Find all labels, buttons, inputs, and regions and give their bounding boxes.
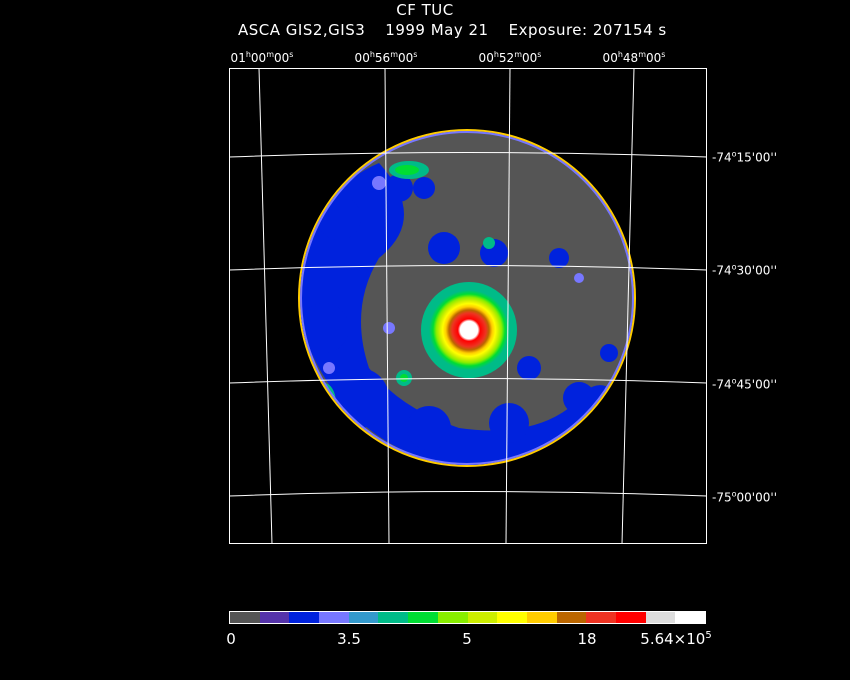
- colorbar-segment-8: [467, 612, 498, 623]
- colorbar-segment-6: [408, 612, 438, 623]
- image-title: CF TUC: [396, 1, 454, 19]
- colorbar-segment-2: [289, 612, 320, 623]
- colorbar-segment-14: [645, 612, 676, 623]
- dec-label-4: -75o00'00'': [712, 489, 777, 505]
- colorbar-segment-4: [348, 612, 379, 623]
- ra-label-1: 01h00m00s: [230, 50, 294, 65]
- colorbar-segment-13: [615, 612, 646, 623]
- colorbar-label-max: 5.64×105: [640, 630, 712, 648]
- colorbar-label-min: 0: [226, 630, 236, 648]
- colorbar-segment-1: [259, 612, 290, 623]
- ra-label-3: 00h52m00s: [478, 50, 542, 65]
- ra-label-4: 00h48m00s: [602, 50, 666, 65]
- colorbar-segment-12: [586, 612, 616, 623]
- xray-image: [229, 68, 707, 544]
- observation-info: ASCA GIS2,GIS3 1999 May 21 Exposure: 20715…: [238, 21, 667, 39]
- instrument-label: ASCA GIS2,GIS3: [238, 21, 366, 39]
- observation-date: 1999 May 21: [385, 21, 489, 39]
- image-frame: [229, 68, 707, 544]
- colorbar-segment-9: [497, 612, 527, 623]
- dec-label-2: -74o30'00'': [712, 262, 777, 278]
- ra-label-2: 00h56m00s: [354, 50, 418, 65]
- colorbar-segment-11: [556, 612, 587, 623]
- colorbar-segment-0: [230, 612, 260, 623]
- dec-label-3: -74o45'00'': [712, 376, 777, 392]
- colorbar-segment-10: [526, 612, 557, 623]
- colorbar-segment-15: [675, 612, 705, 623]
- colorbar-label-2: 3.5: [337, 630, 361, 648]
- colorbar-label-3: 5: [462, 630, 472, 648]
- xray-source: [421, 282, 517, 378]
- colorbar-segment-7: [437, 612, 468, 623]
- colorbar-label-4: 18: [577, 630, 597, 648]
- colorbar-segment-3: [319, 612, 349, 623]
- colorbar-segment-5: [378, 612, 409, 623]
- dec-label-1: -74o15'00'': [712, 149, 777, 165]
- color-scale-bar: [229, 611, 706, 624]
- exposure-label: Exposure: 207154 s: [508, 21, 667, 39]
- coordinate-grid: [229, 68, 707, 544]
